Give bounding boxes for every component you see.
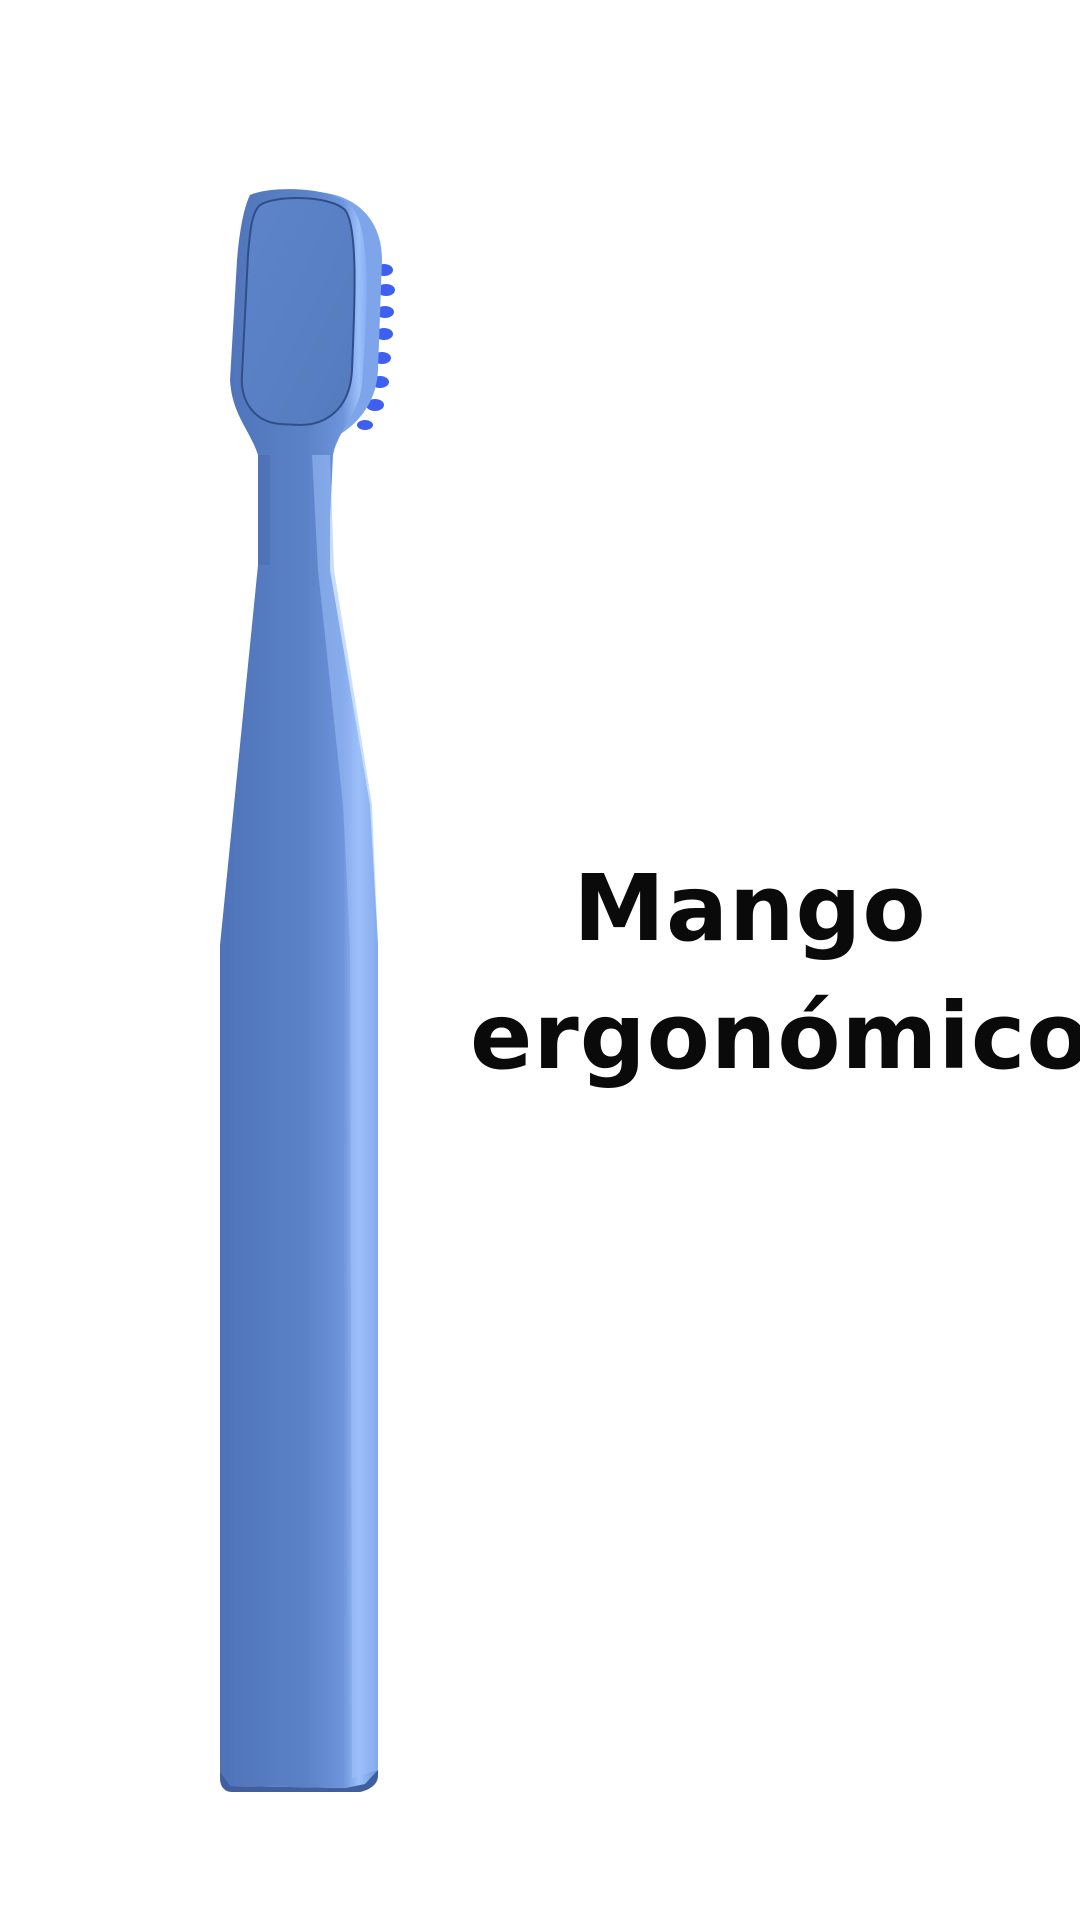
bristles (357, 264, 395, 430)
caption-line-1: Mango (573, 855, 927, 962)
caption: Mango ergonómico (470, 845, 1080, 1101)
caption-line-2: ergonómico (470, 983, 1080, 1090)
